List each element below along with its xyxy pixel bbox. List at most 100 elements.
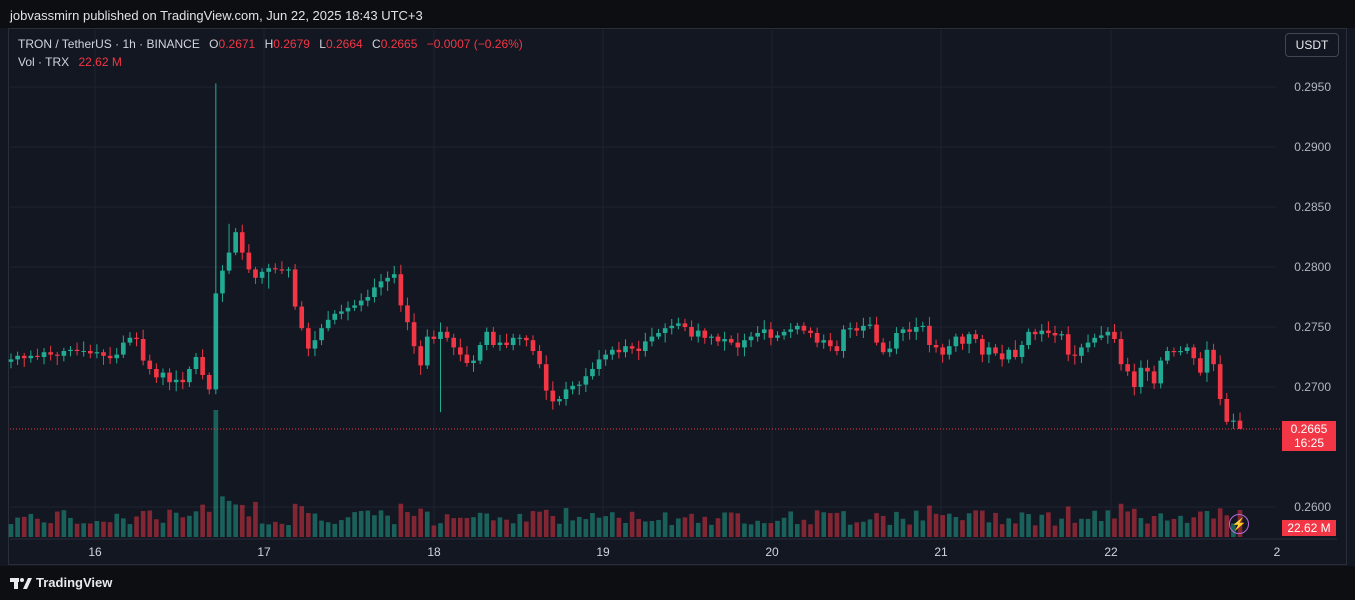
candle-body <box>107 355 113 359</box>
footer: TradingView <box>0 566 1355 600</box>
candle-body <box>563 389 569 399</box>
volume-bar <box>471 517 476 537</box>
candle-body <box>266 268 272 272</box>
legend-symbol[interactable]: TRON / TetherUS · 1h · BINANCE <box>18 37 200 51</box>
candle-body <box>728 339 734 343</box>
candle-body <box>1138 367 1144 387</box>
volume-bar <box>352 512 357 537</box>
volume-legend-label[interactable]: Vol · TRX <box>18 55 70 69</box>
volume-bar <box>524 521 529 537</box>
volume-bar <box>405 512 410 537</box>
volume-bar <box>358 510 364 537</box>
candle-body <box>1039 330 1045 335</box>
candle-body <box>775 335 780 338</box>
volume-bar <box>101 521 106 537</box>
x-tick-label: 18 <box>427 545 441 559</box>
candle-body <box>821 340 827 343</box>
candle-body <box>828 340 833 347</box>
volume-bar <box>1046 512 1051 537</box>
volume-bar <box>834 512 840 537</box>
candle-body <box>576 384 582 386</box>
candle-body <box>510 337 516 345</box>
y-tick-label: 0.2750 <box>1294 320 1331 334</box>
volume-bar <box>775 520 780 537</box>
volume-bar <box>986 522 992 537</box>
candle-body <box>570 385 575 390</box>
x-tick-label: 16 <box>88 545 102 559</box>
volume-bar <box>874 513 879 537</box>
candle-body <box>48 352 53 355</box>
candle-body <box>21 355 27 359</box>
volume-bar <box>332 523 338 537</box>
candle-body <box>81 351 86 352</box>
currency-button[interactable]: USDT <box>1285 33 1339 57</box>
lightning-icon[interactable]: ⚡ <box>1229 514 1249 534</box>
volume-bar <box>557 523 562 537</box>
candle-body <box>953 336 959 347</box>
candle-body <box>814 333 820 343</box>
volume-bar <box>325 522 331 537</box>
candle-body <box>173 379 179 383</box>
candle-body <box>358 300 364 306</box>
candle-body <box>550 390 556 402</box>
candle-body <box>880 342 886 353</box>
volume-bar <box>497 517 503 537</box>
volume-bar <box>54 511 60 537</box>
volume-legend-value: 22.62 M <box>78 55 122 69</box>
candle-body <box>682 323 688 327</box>
candle-body <box>676 323 681 326</box>
candle-body <box>491 331 496 345</box>
candle-body <box>292 269 298 307</box>
candle-body <box>1165 351 1170 361</box>
candle-body <box>695 330 701 337</box>
candle-body <box>907 329 912 332</box>
y-tick-label: 0.2600 <box>1294 500 1331 514</box>
volume-bar <box>107 522 113 537</box>
volume-bar <box>966 513 972 537</box>
candle-body <box>1184 347 1190 351</box>
volume-bar <box>87 523 93 537</box>
volume-bar <box>953 516 959 537</box>
volume-bar <box>28 513 34 537</box>
volume-bar <box>1019 512 1025 537</box>
volume-bar <box>1224 515 1230 537</box>
volume-bar <box>728 512 734 537</box>
volume-bar <box>788 511 794 537</box>
volume-bar <box>880 515 886 537</box>
tradingview-logo[interactable]: TradingView <box>10 575 112 590</box>
volume-bar <box>543 509 549 537</box>
candle-body <box>913 327 919 332</box>
candle-body <box>1131 371 1137 387</box>
candle-body <box>596 359 602 369</box>
candle-body <box>378 281 384 288</box>
volume-bar <box>702 516 708 537</box>
tradingview-brand: TradingView <box>36 575 113 590</box>
candle-body <box>689 327 694 337</box>
candle-body <box>517 337 523 339</box>
candle-body <box>669 325 675 329</box>
volume-bar <box>669 525 675 537</box>
candle-body <box>1224 399 1230 422</box>
volume-bar <box>735 513 741 537</box>
volume-bar <box>213 410 219 537</box>
volume-bar <box>636 518 642 537</box>
candle-body <box>623 346 628 353</box>
volume-bar <box>933 513 939 537</box>
volume-bar <box>814 510 820 537</box>
candle-body <box>1105 331 1111 336</box>
volume-bar <box>623 522 628 537</box>
legend-open-value: 0.2671 <box>218 37 256 51</box>
candle-body <box>1026 331 1031 345</box>
volume-bar <box>8 524 14 537</box>
candle-body <box>246 252 252 270</box>
volume-bar <box>21 516 27 537</box>
candle-body <box>979 339 985 355</box>
candle-body <box>1211 349 1216 365</box>
volume-bar <box>35 518 40 537</box>
volume-bar <box>312 513 318 537</box>
volume-bar <box>299 506 305 537</box>
volume-bar <box>147 510 153 537</box>
candle-body <box>61 351 67 356</box>
candle-body <box>253 269 258 278</box>
